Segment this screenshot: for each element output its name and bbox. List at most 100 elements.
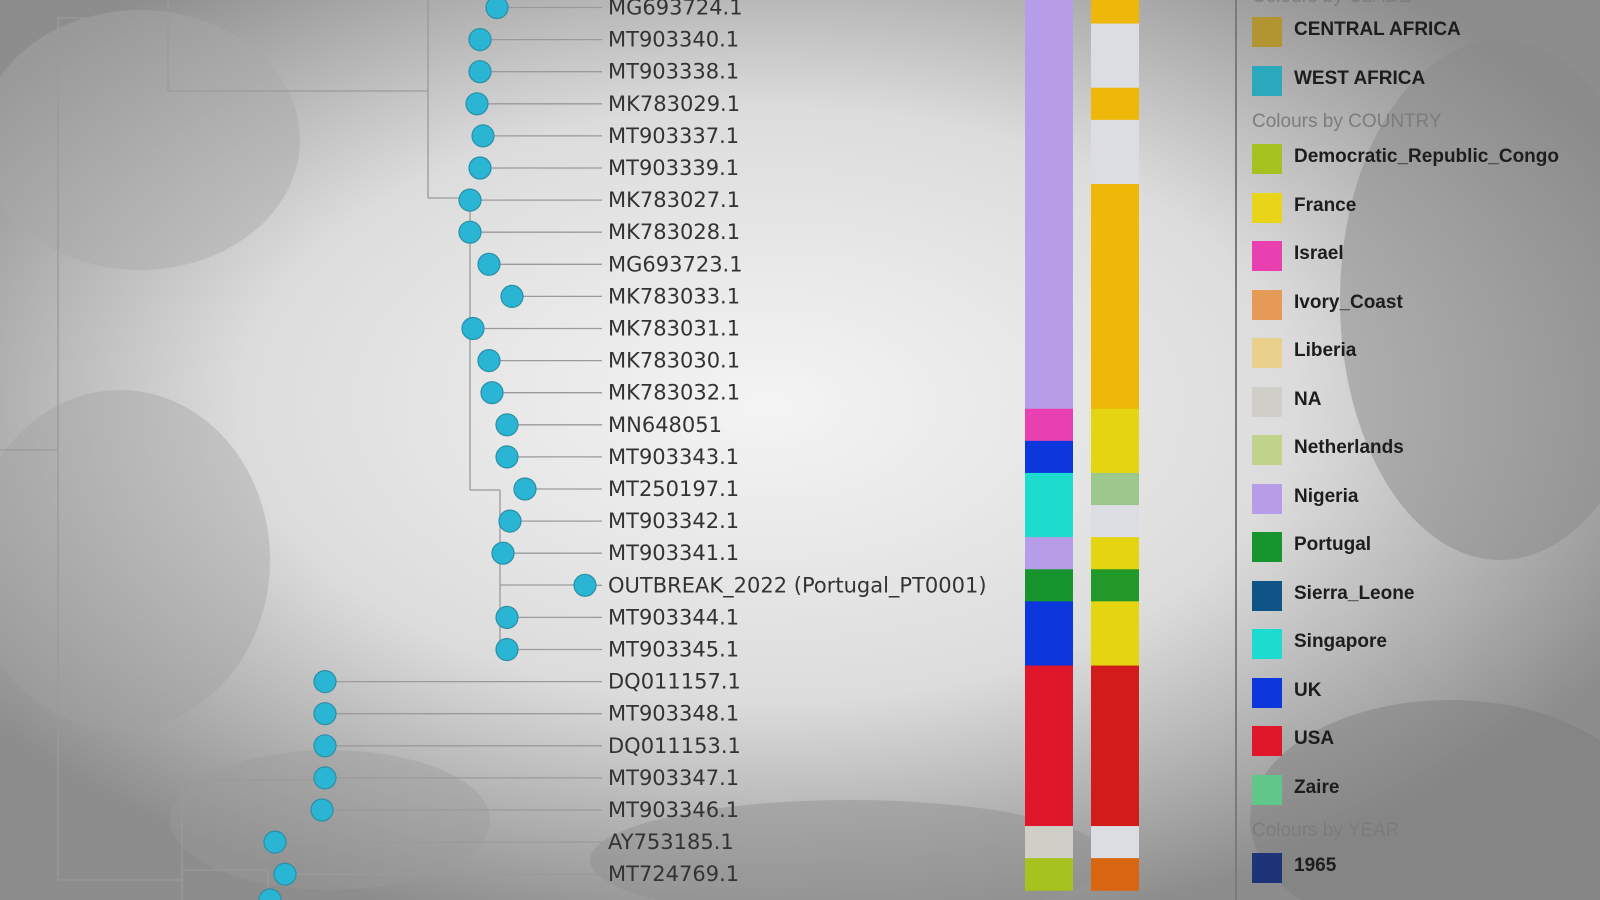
year-bar-cell: [1091, 761, 1139, 795]
tip-label: MK783027.1: [608, 188, 740, 212]
tip-label: DQ011157.1: [608, 670, 741, 694]
legend-swatch: [1252, 853, 1282, 883]
year-bar-cell: [1091, 248, 1139, 281]
country-bar-cell: [1025, 344, 1073, 378]
year-bar-cell: [1091, 151, 1139, 185]
legend-swatch: [1252, 483, 1282, 514]
year-bar-cell: [1091, 216, 1139, 249]
year-bar-cell: [1091, 472, 1139, 506]
legend-swatch: [1252, 532, 1282, 562]
country-bar-cell: [1025, 472, 1073, 506]
tip-labels: MG693724.1 MT903340.1 MT903338.1 MK783029.1…: [608, 0, 987, 886]
legend-label: 1965: [1294, 855, 1337, 876]
tip-label: MT903342.1: [608, 509, 739, 533]
legend-swatch: [1252, 289, 1282, 320]
tip-node: [491, 541, 515, 565]
tip-node: [263, 830, 287, 854]
tip-node: [310, 798, 334, 822]
tip-node: [500, 284, 524, 308]
tip-node: [495, 413, 519, 437]
tip-label: MT250197.1: [608, 477, 739, 501]
tip-node: [313, 766, 337, 790]
tip-node: [498, 509, 522, 533]
tip-label: MK783032.1: [608, 381, 740, 405]
tip-label: MK783030.1: [608, 349, 740, 373]
tip-label: DQ011153.1: [608, 734, 741, 758]
country-bar-cell: [1025, 280, 1073, 313]
year-bar-cell: [1091, 119, 1139, 153]
legend-label: UK: [1294, 679, 1322, 701]
country-bar-cell: [1025, 793, 1073, 827]
legend-swatch: [1252, 386, 1282, 417]
tip-label: MT903341.1: [608, 541, 739, 565]
legend-swatch: [1252, 580, 1282, 611]
tip-label: OUTBREAK_2022 (Portugal_PT0001): [608, 573, 987, 598]
tip-node: [513, 477, 537, 501]
country-bar-cell: [1025, 55, 1073, 89]
legend-swatch: [1252, 338, 1282, 368]
tip-node: [465, 92, 489, 116]
tip-label: MT903340.1: [608, 28, 739, 52]
country-bar-cell: [1025, 151, 1073, 185]
year-bar-cell: [1091, 537, 1139, 570]
country-bar-cell: [1025, 376, 1073, 410]
legend-label: Democratic_Republic_Congo: [1294, 146, 1559, 167]
tip-label: MN648051: [608, 413, 722, 437]
year-bar-cell: [1091, 87, 1139, 121]
tip-label: MT903338.1: [608, 60, 739, 84]
year-bar-cell: [1091, 184, 1139, 217]
country-bar-cell: [1025, 729, 1073, 763]
tip-node: [468, 27, 492, 52]
legend-label: WEST AFRICA: [1294, 67, 1426, 89]
year-bar-cell: [1091, 826, 1139, 859]
tip-label: MK783028.1: [608, 220, 740, 244]
tip-node: [468, 60, 492, 84]
year-bar-cell: [1091, 569, 1139, 602]
legend-label: Israel: [1294, 243, 1344, 264]
legend-heading-clade: Colours by CLADE: [1252, 0, 1411, 8]
tip-label: MT903343.1: [608, 445, 739, 469]
legend-heading-year: Colours by YEAR: [1252, 820, 1400, 841]
tip-node: [458, 220, 482, 244]
country-bar-cell: [1025, 184, 1073, 217]
year-bar-cell: [1091, 312, 1139, 346]
tip-node: [477, 252, 501, 276]
legend-label: Singapore: [1294, 631, 1387, 652]
legend-label: Ivory_Coast: [1294, 291, 1403, 313]
legend-label: Zaire: [1294, 776, 1340, 798]
legend-swatch: [1252, 192, 1282, 223]
year-bar-cell: [1091, 793, 1139, 827]
country-bar-cell: [1025, 440, 1073, 474]
tip-label: MG693723.1: [608, 252, 743, 276]
tip-label: MT903345.1: [608, 638, 739, 662]
legend-label: Netherlands: [1294, 437, 1404, 458]
country-bar-cell: [1025, 858, 1073, 891]
tip-node: [495, 637, 519, 662]
tip-label: MK783033.1: [608, 284, 740, 308]
year-bar-cell: [1091, 55, 1139, 89]
legend-label: CENTRAL AFRICA: [1294, 19, 1461, 40]
legend-swatch: [1252, 17, 1282, 47]
country-bar-cell: [1025, 826, 1073, 859]
tip-node: [273, 862, 297, 886]
legend-label: France: [1294, 194, 1357, 216]
legend-label: Liberia: [1294, 340, 1357, 361]
year-bar-cell: [1091, 280, 1139, 313]
country-bar-cell: [1025, 23, 1073, 57]
country-bar-cell: [1025, 665, 1073, 699]
legend-label: Sierra_Leone: [1294, 582, 1415, 604]
legend-swatch: [1252, 241, 1282, 271]
legend-swatch: [1252, 677, 1282, 708]
legend-label: USA: [1294, 728, 1335, 749]
tip-label: MK783029.1: [608, 92, 740, 116]
tip-label: MT903347.1: [608, 766, 739, 790]
tip-node: [480, 381, 504, 405]
tip-node: [461, 316, 485, 341]
tip-node: [258, 888, 282, 900]
tip-label: MT903346.1: [608, 798, 739, 822]
year-bar-cell: [1091, 633, 1139, 667]
year-bar-cell: [1091, 729, 1139, 763]
year-bar-cell: [1091, 23, 1139, 57]
legend-heading-country: Colours by COUNTRY: [1252, 111, 1442, 132]
country-bar-cell: [1025, 601, 1073, 634]
